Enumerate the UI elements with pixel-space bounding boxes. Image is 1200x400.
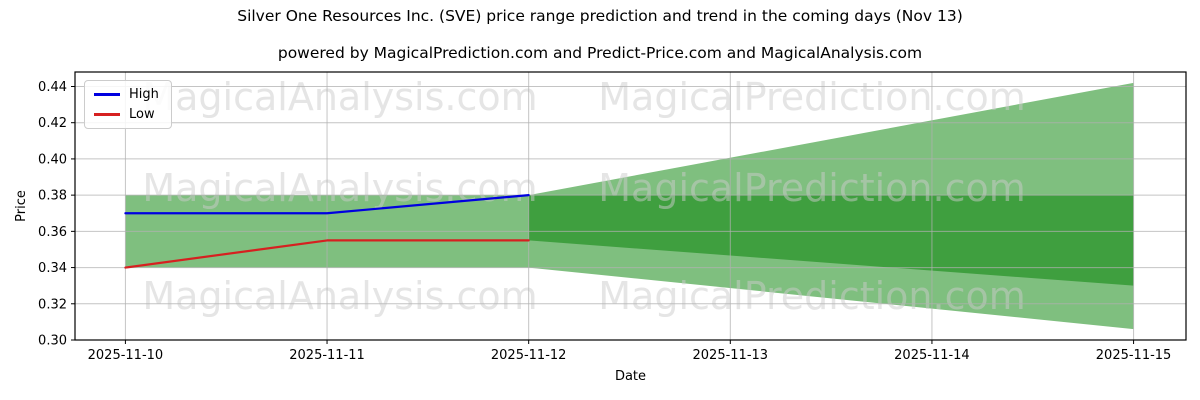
y-tick-labels: 0.30 0.32 0.34 0.36 0.38 0.40 0.42 0.44 bbox=[38, 80, 67, 349]
tick-marks bbox=[71, 85, 1135, 344]
legend: High Low bbox=[84, 80, 172, 129]
y-tick-label: 0.40 bbox=[38, 152, 67, 167]
watermark-text: MagicalAnalysis.com bbox=[142, 75, 537, 119]
high-line-swatch-icon bbox=[94, 93, 120, 96]
x-tick-label: 2025-11-15 bbox=[1096, 348, 1172, 363]
y-tick-label: 0.30 bbox=[38, 334, 67, 349]
x-tick-label: 2025-11-11 bbox=[289, 348, 365, 363]
series-line-high bbox=[124, 194, 530, 215]
y-axis-label: Price bbox=[14, 190, 29, 222]
legend-item-high: High bbox=[94, 88, 159, 101]
series-line-low bbox=[124, 239, 530, 269]
legend-label-low: Low bbox=[129, 107, 155, 122]
y-tick-label: 0.42 bbox=[38, 116, 67, 131]
chart-title: Silver One Resources Inc. (SVE) price ra… bbox=[237, 7, 963, 25]
y-tick-label: 0.32 bbox=[38, 297, 67, 312]
y-tick-label: 0.38 bbox=[38, 189, 67, 204]
chart-subtitle: powered by MagicalPrediction.com and Pre… bbox=[277, 44, 923, 62]
watermark-text: MagicalPrediction.com bbox=[598, 166, 1026, 210]
y-tick-label: 0.36 bbox=[38, 225, 67, 240]
watermark-text: MagicalPrediction.com bbox=[598, 274, 1026, 318]
watermark-text: MagicalPrediction.com bbox=[598, 75, 1026, 119]
legend-item-low: Low bbox=[94, 108, 159, 121]
y-tick-label: 0.44 bbox=[38, 80, 67, 95]
x-tick-label: 2025-11-14 bbox=[894, 348, 970, 363]
x-tick-label: 2025-11-12 bbox=[491, 348, 567, 363]
x-tick-labels: 2025-11-10 2025-11-11 2025-11-12 2025-11-13… bbox=[88, 348, 1172, 363]
low-line-swatch-icon bbox=[94, 113, 120, 116]
watermark-text: MagicalAnalysis.com bbox=[142, 274, 537, 318]
x-axis-label: Date bbox=[614, 369, 647, 384]
legend-label-high: High bbox=[129, 87, 159, 102]
plot-border bbox=[74, 71, 1187, 341]
x-tick-label: 2025-11-10 bbox=[88, 348, 164, 363]
watermark-text: MagicalAnalysis.com bbox=[142, 166, 537, 210]
y-tick-label: 0.34 bbox=[38, 261, 67, 276]
watermarks: MagicalAnalysis.com MagicalPrediction.com… bbox=[142, 75, 1025, 318]
band-forecast-range-inner bbox=[528, 195, 1134, 286]
x-tick-label: 2025-11-13 bbox=[693, 348, 769, 363]
